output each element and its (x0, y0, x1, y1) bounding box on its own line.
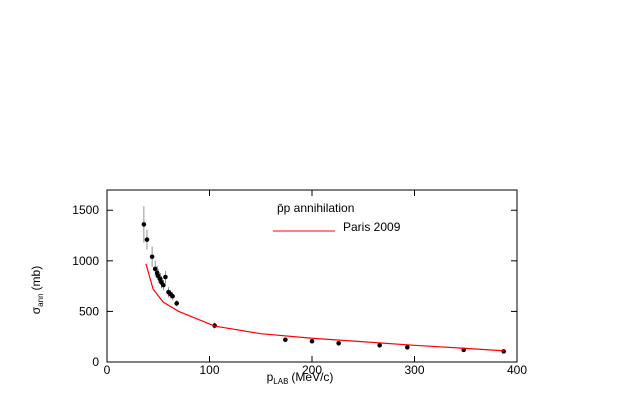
y-label-subscript: ann (36, 293, 45, 306)
x-label-symbol: p (267, 370, 274, 384)
data-point (377, 343, 382, 348)
data-point (144, 237, 150, 242)
data-point (405, 345, 410, 350)
y-label-symbol: σ (29, 306, 43, 314)
data-point (149, 254, 155, 260)
data-point (141, 222, 147, 227)
y-tick-label: 1500 (72, 203, 99, 217)
x-tick-label: 100 (199, 363, 219, 377)
data-point (170, 293, 175, 299)
x-axis-label: pLAB (MeV/c) (267, 370, 334, 386)
data-point (152, 266, 158, 272)
x-label-unit: (MeV/c) (291, 370, 333, 384)
x-tick-label: 400 (507, 363, 527, 377)
legend-label: Paris 2009 (343, 220, 401, 234)
legend-label: p̄p annihilation (277, 201, 354, 215)
data-point (283, 337, 288, 343)
data-point (309, 338, 315, 344)
x-tick-label: 0 (104, 363, 111, 377)
data-point (174, 301, 179, 306)
y-tick-label: 500 (79, 304, 99, 318)
x-label-subscript: LAB (273, 377, 288, 386)
data-point (161, 282, 166, 288)
y-label-unit: (mb) (29, 266, 43, 291)
plot-frame (106, 189, 518, 363)
data-point (336, 340, 341, 346)
y-tick-label: 0 (92, 355, 99, 369)
x-tick-label: 200 (302, 363, 322, 377)
y-tick-label: 1000 (72, 254, 99, 268)
x-tick-label: 300 (404, 363, 424, 377)
y-axis-label: σann (mb) (29, 266, 45, 314)
model-line (145, 263, 505, 352)
data-point (163, 274, 168, 280)
